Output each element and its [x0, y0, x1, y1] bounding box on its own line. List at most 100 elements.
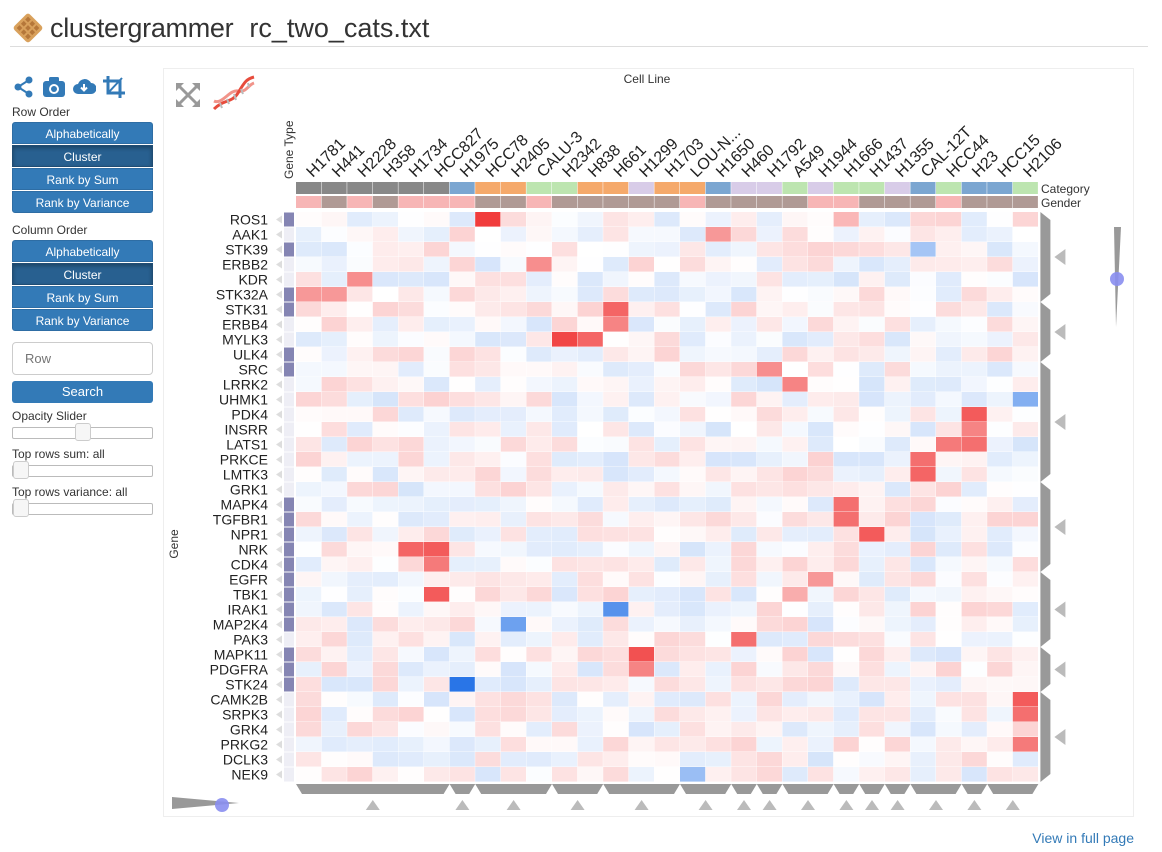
heatmap-cell[interactable] [834, 362, 859, 377]
heatmap-cell[interactable] [398, 407, 424, 422]
heatmap-cell[interactable] [372, 257, 398, 272]
heatmap-cell[interactable] [577, 572, 603, 587]
heatmap-cell[interactable] [834, 602, 859, 617]
heatmap-cell[interactable] [526, 227, 552, 242]
heatmap-cell[interactable] [731, 737, 757, 752]
heatmap-cell[interactable] [808, 347, 834, 362]
heatmap-cell[interactable] [680, 287, 706, 302]
heatmap-cell[interactable] [372, 707, 398, 722]
view-full-page-link[interactable]: View in full page [1032, 830, 1134, 846]
heatmap-cell[interactable] [552, 317, 578, 332]
heatmap-cell[interactable] [526, 632, 552, 647]
col-dendro-group[interactable] [296, 784, 450, 794]
heatmap-cell[interactable] [987, 737, 1013, 752]
row-category-cell[interactable] [284, 407, 294, 422]
heatmap-cell[interactable] [628, 542, 654, 557]
heatmap-cell[interactable] [705, 257, 731, 272]
heatmap-cell[interactable] [833, 677, 859, 692]
heatmap-cell[interactable] [833, 347, 859, 362]
heatmap-cell[interactable] [987, 212, 1012, 227]
heatmap-cell[interactable] [834, 752, 859, 767]
heatmap-cell[interactable] [782, 362, 807, 377]
heatmap-cell[interactable] [321, 542, 347, 557]
heatmap-cell[interactable] [884, 737, 910, 752]
heatmap-cell[interactable] [475, 242, 500, 257]
heatmap-cell[interactable] [654, 767, 679, 782]
row-label[interactable]: MYLK3 [222, 332, 268, 348]
col-dendro-group[interactable] [603, 784, 680, 794]
heatmap-cell[interactable] [654, 722, 680, 737]
row-dendro-arrow-icon[interactable] [1054, 519, 1066, 535]
heatmap-cell[interactable] [936, 467, 962, 482]
heatmap-cell[interactable] [1013, 587, 1038, 602]
heatmap-cell[interactable] [424, 527, 450, 542]
heatmap-cell[interactable] [450, 302, 475, 317]
col-category-cell[interactable] [961, 182, 987, 194]
heatmap-cell[interactable] [987, 437, 1013, 452]
heatmap-cell[interactable] [705, 212, 731, 227]
heatmap-cell[interactable] [961, 692, 987, 707]
heatmap-cell[interactable] [782, 227, 808, 242]
heatmap-cell[interactable] [705, 692, 731, 707]
col-dendro-arrow-icon[interactable] [1005, 800, 1020, 810]
heatmap-cell[interactable] [654, 422, 679, 437]
heatmap-cell[interactable] [782, 257, 808, 272]
col-category-cell[interactable] [500, 182, 526, 194]
heatmap-cell[interactable] [962, 272, 987, 287]
heatmap-cell[interactable] [398, 317, 424, 332]
row-category-cell[interactable] [284, 512, 294, 527]
heatmap-cell[interactable] [475, 422, 501, 437]
heatmap-cell[interactable] [475, 227, 500, 242]
heatmap-cell[interactable] [629, 407, 654, 422]
heatmap-cell[interactable] [526, 347, 552, 362]
heatmap-cell[interactable] [500, 512, 526, 527]
col-category-cell[interactable] [936, 182, 962, 194]
heatmap-cell[interactable] [961, 242, 987, 257]
row-category-cell[interactable] [284, 677, 294, 692]
heatmap-cell[interactable] [884, 332, 910, 347]
heatmap-cell[interactable] [705, 347, 731, 362]
heatmap-cell[interactable] [859, 242, 885, 257]
heatmap-cell[interactable] [834, 377, 859, 392]
heatmap-cell[interactable] [475, 332, 501, 347]
row-label[interactable]: AAK1 [232, 227, 268, 243]
heatmap-cell[interactable] [552, 422, 578, 437]
heatmap-cell[interactable] [578, 257, 603, 272]
heatmap-cell[interactable] [782, 452, 808, 467]
heatmap-cell[interactable] [628, 347, 654, 362]
heatmap-cell[interactable] [296, 332, 322, 347]
heatmap-cell[interactable] [833, 272, 859, 287]
heatmap-cell[interactable] [296, 242, 322, 257]
heatmap-cell[interactable] [756, 272, 782, 287]
heatmap-cell[interactable] [782, 242, 808, 257]
heatmap-cell[interactable] [884, 512, 910, 527]
heatmap-cell[interactable] [1013, 287, 1038, 302]
heatmap-cell[interactable] [398, 737, 424, 752]
heatmap-cell[interactable] [321, 467, 347, 482]
heatmap-cell[interactable] [628, 287, 654, 302]
row-label[interactable]: NEK9 [231, 767, 268, 783]
heatmap-cell[interactable] [910, 512, 936, 527]
heatmap-cell[interactable] [475, 527, 501, 542]
heatmap-cell[interactable] [808, 437, 834, 452]
heatmap-cell[interactable] [833, 257, 859, 272]
heatmap-cell[interactable] [577, 512, 603, 527]
col-category-cell[interactable] [321, 182, 347, 194]
heatmap-cell[interactable] [577, 452, 603, 467]
heatmap-cell[interactable] [757, 587, 782, 602]
heatmap-cell[interactable] [296, 272, 322, 287]
heatmap-cell[interactable] [449, 422, 475, 437]
heatmap-cell[interactable] [987, 482, 1012, 497]
heatmap-cell[interactable] [859, 272, 885, 287]
heatmap-cell[interactable] [603, 587, 629, 602]
col-category-cell[interactable] [628, 182, 654, 194]
heatmap-cell[interactable] [424, 572, 450, 587]
heatmap-cell[interactable] [961, 572, 987, 587]
row-category-cell[interactable] [284, 437, 294, 452]
col-gender-cell[interactable] [884, 196, 910, 208]
heatmap-cell[interactable] [833, 707, 859, 722]
heatmap-cell[interactable] [884, 692, 910, 707]
heatmap-cell[interactable] [296, 467, 321, 482]
heatmap-cell[interactable] [859, 452, 885, 467]
heatmap-cell[interactable] [577, 332, 603, 347]
